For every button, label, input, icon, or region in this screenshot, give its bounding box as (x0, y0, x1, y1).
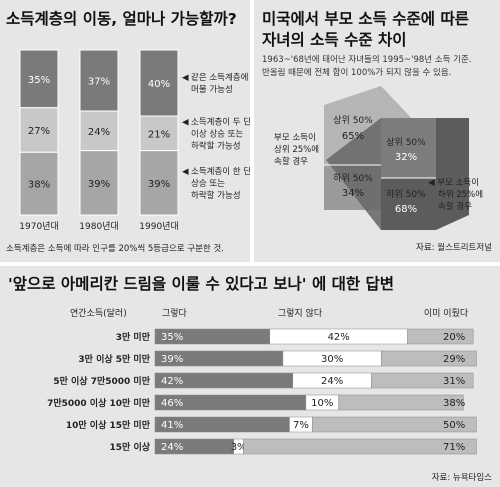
stacked-bar-value: 24% (321, 376, 343, 387)
category-label: 1990년대 (139, 221, 178, 232)
diagram-subtitle-line2: 반올림 때문에 전체 합이 100%가 되지 않을 수 있음. (262, 67, 451, 78)
right-upper-label: 상위 50% (386, 137, 426, 148)
right-upper-segment (381, 118, 436, 178)
stacked-bar-value: 30% (321, 354, 343, 365)
stacked-bar-value: 46% (161, 398, 183, 409)
american-dream-chart: '앞으로 아메리칸 드림을 이룰 수 있다고 보나' 에 대한 답변 연간소득(… (0, 266, 500, 487)
income-row-label: 15만 이상 (110, 441, 151, 453)
stacked-bar-value: 20% (443, 332, 465, 343)
bar-segment (19, 107, 59, 153)
svg-text:상위 25%에: 상위 25%에 (274, 144, 319, 155)
series-label: 하락할 가능성 (191, 190, 241, 201)
stacked-bar-value: 38% (443, 398, 465, 409)
series-label: 상승 또는 (191, 178, 225, 189)
bar-segment (79, 150, 119, 216)
bar-segment (19, 151, 59, 216)
income-row-label: 3만 이상 5만 미만 (78, 353, 150, 365)
series-label: 소득계층이 두 단계 (191, 116, 250, 127)
stacked-bar-value: 3% (231, 442, 247, 453)
income-row-label: 7만5000 이상 10만 미만 (47, 397, 151, 409)
stacked-bar-value: 31% (443, 376, 465, 387)
svg-text:◀ 부모 소득이: ◀ 부모 소득이 (428, 177, 479, 188)
stacked-bar-segment (381, 350, 477, 367)
stacked-bar-segment (338, 394, 464, 411)
left-upper-value: 65% (342, 131, 364, 142)
stacked-bar-value: 41% (161, 420, 183, 431)
bar-value-label: 39% (88, 179, 110, 190)
stacked-bar-value: 10% (311, 398, 333, 409)
stacked-bar-segment (371, 372, 474, 389)
category-label: 1980년대 (79, 221, 118, 232)
stacked-bar-value: 42% (328, 332, 350, 343)
bar-value-label: 37% (88, 77, 110, 88)
svg-text:부모 소득이: 부모 소득이 (274, 132, 316, 143)
right-lower-segment (381, 178, 436, 230)
series-pointer-icon: ◀ (182, 117, 189, 127)
chart-title: 소득계층의 이동, 얼마나 가능할까? (6, 9, 237, 28)
header-no: 그렇지 않다 (278, 308, 323, 319)
left-lower-value: 34% (342, 188, 364, 199)
stacked-bar-value: 24% (161, 442, 183, 453)
bar-value-label: 24% (88, 127, 110, 138)
bar-value-label: 40% (148, 79, 170, 90)
stacked-bar-value: 29% (443, 354, 465, 365)
stacked-bar-value: 39% (161, 354, 183, 365)
header-income: 연간소득(달러) (70, 307, 127, 319)
stacked-bar-segment (312, 416, 477, 433)
bar-value-label: 27% (28, 126, 50, 137)
stacked-bar-value: 71% (443, 442, 465, 453)
svg-text:속할 경우: 속할 경우 (438, 201, 472, 212)
parent-income-panel: 미국에서 부모 소득 수준에 따른 자녀의 소득 수준 차이 1963~'68년… (254, 0, 500, 262)
bar-segment (139, 115, 179, 152)
series-pointer-icon: ◀ (182, 167, 189, 177)
income-row-label: 3만 미만 (116, 331, 151, 343)
bar-value-label: 35% (28, 75, 50, 86)
right-lower-value: 68% (395, 204, 417, 215)
right-lower-label: 하위 50% (386, 189, 426, 200)
svg-text:속할 경우: 속할 경우 (274, 156, 308, 167)
series-label: 하락할 가능성 (191, 140, 241, 151)
diagram-title-line1: 미국에서 부모 소득 수준에 따른 (262, 10, 469, 28)
survey-source: 자료: 뉴욕타임스 (432, 472, 492, 483)
chart-note: 소득계층은 소득에 따라 인구를 20%씩 5등급으로 구분한 것. (6, 243, 224, 254)
right-body (436, 118, 469, 230)
diagram-source: 자료: 월스트리트저널 (416, 242, 492, 253)
stacked-bar-value: 42% (161, 376, 183, 387)
left-lower-label: 하위 50% (333, 173, 373, 184)
series-label: 소득계층이 한 단계 (191, 166, 250, 177)
series-pointer-icon: ◀ (182, 73, 189, 83)
series-label: 이상 상승 또는 (191, 128, 244, 139)
diagram-title-line2: 자녀의 소득 수준 차이 (262, 31, 407, 49)
header-yes: 그렇다 (162, 308, 188, 319)
right-upper-value: 32% (395, 152, 417, 163)
series-label: 같은 소득계층에 (191, 72, 248, 83)
series-label: 머물 가능성 (191, 85, 233, 95)
stacked-bar-value: 50% (443, 420, 465, 431)
bar-value-label: 38% (28, 180, 50, 191)
income-row-label: 5만 이상 7만5000 미만 (53, 375, 150, 387)
header-done: 이미 이뤘다 (424, 308, 469, 319)
bar-value-label: 21% (148, 129, 170, 140)
diagram-subtitle-line1: 1963~'68년에 태어난 자녀들의 1995~'98년 소득 기준. (262, 54, 472, 65)
income-row-label: 10만 이상 15만 미만 (66, 419, 151, 431)
category-label: 1970년대 (19, 221, 58, 232)
bar-segment (139, 49, 179, 117)
mobility-chart: 소득계층의 이동, 얼마나 가능할까? 35% 27% 38% 1970년대 37% 24… (0, 0, 250, 262)
parent-income-diagram: 미국에서 부모 소득 수준에 따른 자녀의 소득 수준 차이 1963~'68년… (254, 0, 500, 262)
mobility-panel: 소득계층의 이동, 얼마나 가능할까? 35% 27% 38% 1970년대 37% 24… (0, 0, 250, 262)
american-dream-panel: '앞으로 아메리칸 드림을 이룰 수 있다고 보나' 에 대한 답변 연간소득(… (0, 266, 500, 487)
right-arrowhead (326, 118, 381, 230)
svg-text:하위 25%에: 하위 25%에 (438, 189, 483, 200)
right-parent-label: ◀ 부모 소득이 하위 25%에 속할 경우 (428, 177, 483, 212)
bar-value-label: 39% (148, 179, 170, 190)
stacked-bar-segment (407, 328, 474, 345)
stacked-bar-value: 35% (161, 332, 183, 343)
left-parent-label: 부모 소득이 상위 25%에 속할 경우 (274, 132, 319, 167)
bar-segment (139, 150, 179, 216)
left-upper-label: 상위 50% (333, 115, 373, 126)
survey-title: '앞으로 아메리칸 드림을 이룰 수 있다고 보나' 에 대한 답변 (8, 274, 394, 293)
stacked-bar-segment (243, 438, 477, 455)
bar-segment (19, 49, 59, 109)
stacked-bar-value: 7% (293, 420, 309, 431)
